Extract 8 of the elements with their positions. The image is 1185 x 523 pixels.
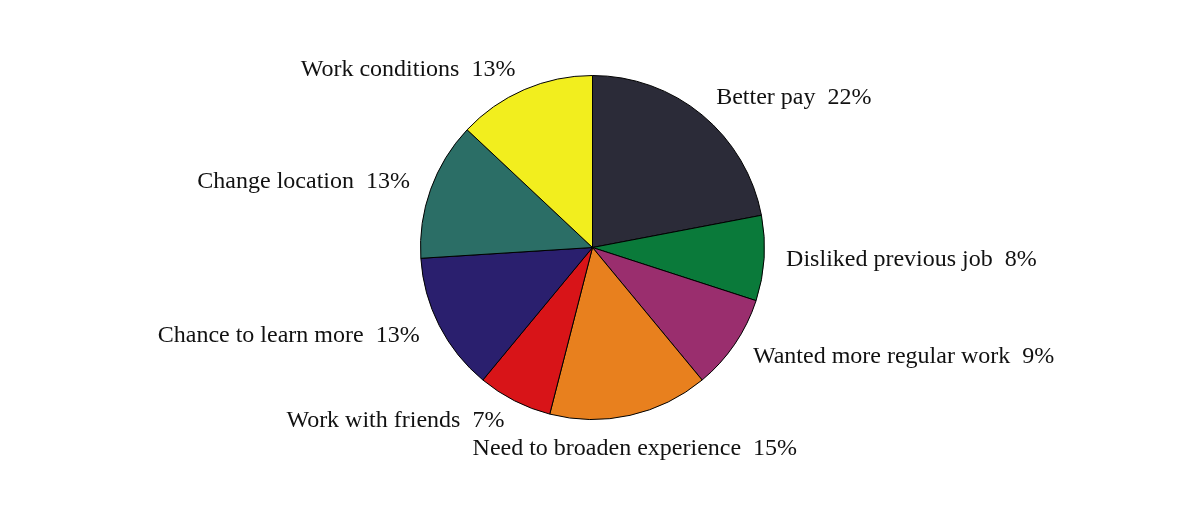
slice-label: Change location 13%: [197, 167, 410, 194]
slice-label: Need to broaden experience 15%: [472, 434, 798, 461]
slice-label: Work conditions 13%: [300, 54, 516, 81]
slice-label: Wanted more regular work 9%: [752, 341, 1055, 368]
slice-label: Work with friends 7%: [286, 405, 505, 432]
slice-label: Chance to learn more 13%: [157, 320, 420, 347]
slice-label: Disliked previous job 8%: [786, 244, 1037, 271]
slice-label: Better pay 22%: [716, 83, 872, 110]
